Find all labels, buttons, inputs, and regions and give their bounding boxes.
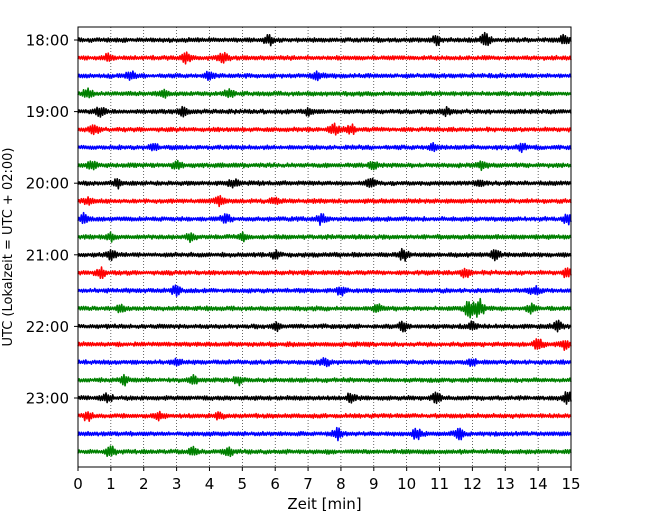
x-tick-label: 2: [139, 475, 149, 493]
x-tick-label: 14: [529, 475, 548, 493]
seismogram-trace: [77, 105, 572, 118]
x-tick-label: 1: [106, 475, 116, 493]
seismogram-trace: [77, 357, 572, 368]
seismogram-trace: [77, 297, 572, 319]
seismogram-trace: [77, 426, 572, 442]
plot-frame: [77, 26, 572, 468]
x-tick-label: 8: [336, 475, 346, 493]
y-tick-label: 19:00: [26, 103, 69, 121]
seismogram-trace: [77, 338, 572, 351]
x-tick-label: 5: [238, 475, 248, 493]
x-tick-label: 6: [270, 475, 280, 493]
seismogram-trace: [77, 231, 572, 244]
y-tick-label: 21:00: [26, 246, 69, 264]
x-axis-label: Zeit [min]: [287, 495, 361, 513]
x-tick-label: 7: [303, 475, 313, 493]
x-tick-label: 3: [172, 475, 182, 493]
y-axis-label: UTC (Lokalzeit = UTC + 02:00): [1, 148, 16, 347]
x-tick-label: 0: [73, 475, 83, 493]
seismogram-trace: [77, 87, 572, 99]
seismogram-trace: [77, 284, 572, 297]
x-tick-label: 9: [369, 475, 379, 493]
y-tick-label: 20:00: [26, 175, 69, 193]
y-tick-label: 18:00: [26, 32, 69, 50]
grid-lines: [110, 27, 539, 467]
seismogram-trace: [77, 445, 572, 458]
x-tick-label: 4: [205, 475, 215, 493]
x-tick-label: 11: [430, 475, 449, 493]
seismogram-trace: [77, 177, 572, 190]
seismogram-trace: [77, 141, 572, 154]
seismogram-trace: [77, 70, 572, 82]
y-tick-label: 22:00: [26, 318, 69, 336]
seismogram-trace: [77, 159, 572, 172]
x-tick-label: 15: [561, 475, 580, 493]
seismogram-trace: [77, 122, 572, 136]
seismogram-trace: [77, 266, 572, 280]
y-tick-label: 23:00: [26, 390, 69, 408]
seismogram-trace: [77, 391, 572, 405]
seismogram-trace: [77, 373, 572, 387]
seismogram-trace: [77, 31, 572, 47]
x-axis-ticks: 0 1 2 3 4 5 6 7 8 9 10 11 12 13 14 15: [73, 467, 581, 493]
seismogram-trace: [77, 211, 572, 226]
y-axis-ticks: 18:00 19:00 20:00 21:00 22:00 23:00: [26, 32, 78, 408]
x-tick-label: 13: [496, 475, 515, 493]
seismogram-trace: [77, 247, 572, 262]
seismogram-trace: [77, 194, 572, 208]
seismogram-trace: [77, 410, 572, 422]
x-tick-label: 12: [463, 475, 482, 493]
seismogram-trace: [77, 319, 572, 333]
seismogram-traces: [77, 31, 572, 458]
seismogram-trace: [77, 51, 572, 65]
x-tick-label: 10: [397, 475, 416, 493]
